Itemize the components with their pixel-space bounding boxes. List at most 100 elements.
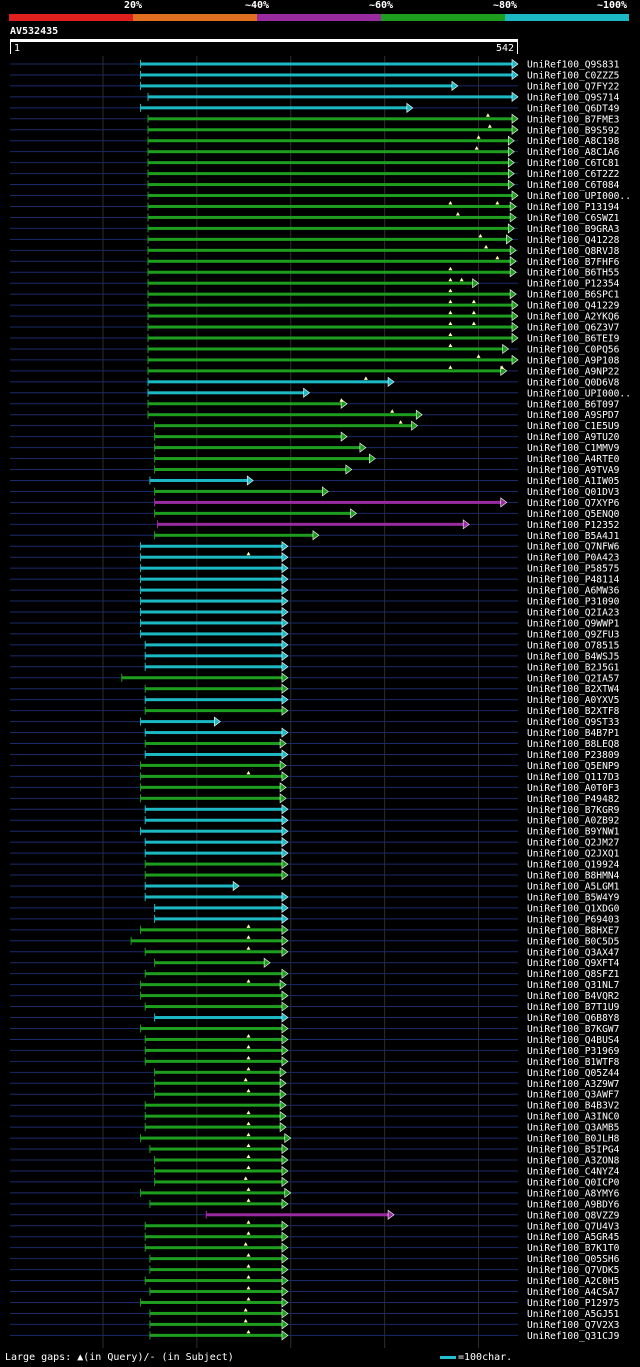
hit-label[interactable]: UniRef100_Q9WWP1 <box>527 618 620 629</box>
hit-bar[interactable] <box>148 248 512 252</box>
hit-label[interactable]: UniRef100_Q2JXQ1 <box>527 849 620 860</box>
hit-label[interactable]: UniRef100_B2J5G1 <box>527 662 620 673</box>
hit-bar[interactable] <box>145 742 282 746</box>
hit-bar[interactable] <box>154 435 343 439</box>
hit-bar[interactable] <box>140 983 282 987</box>
hit-label[interactable]: UniRef100_Q5ENQ0 <box>527 509 620 520</box>
hit-bar[interactable] <box>145 643 283 647</box>
hit-label[interactable]: UniRef100_B6SPC1 <box>527 290 620 301</box>
hit-bar[interactable] <box>145 1059 283 1063</box>
hit-bar[interactable] <box>154 457 371 461</box>
hit-bar[interactable] <box>145 884 235 888</box>
hit-label[interactable]: UniRef100_B9S592 <box>527 125 619 136</box>
hit-bar[interactable] <box>149 1147 283 1151</box>
hit-label[interactable]: UniRef100_Q7U4V3 <box>527 1221 620 1232</box>
hit-label[interactable]: UniRef100_Q7FY22 <box>527 81 619 92</box>
hit-label[interactable]: UniRef100_P31969 <box>527 1046 620 1057</box>
hit-label[interactable]: UniRef100_B8HMN4 <box>527 871 620 882</box>
hit-bar[interactable] <box>145 665 283 669</box>
hit-label[interactable]: UniRef100_B6T097 <box>527 399 620 410</box>
hit-bar[interactable] <box>148 139 510 143</box>
hit-label[interactable]: UniRef100_Q6Z3V7 <box>527 323 620 334</box>
hit-label[interactable]: UniRef100_B1WTF8 <box>527 1057 620 1068</box>
hit-label[interactable]: UniRef100_A4CSA7 <box>527 1287 620 1298</box>
hit-label[interactable]: UniRef100_Q31CJ9 <box>527 1331 620 1342</box>
hit-label[interactable]: UniRef100_P49482 <box>527 794 619 805</box>
hit-label[interactable]: UniRef100_B4VQR2 <box>527 991 619 1002</box>
hit-label[interactable]: UniRef100_C0PQ56 <box>527 344 620 355</box>
hit-bar[interactable] <box>148 303 513 307</box>
hit-bar[interactable] <box>140 774 283 778</box>
hit-bar[interactable] <box>148 314 513 318</box>
hit-label[interactable]: UniRef100_Q05SH6 <box>527 1254 620 1265</box>
hit-bar[interactable] <box>145 818 283 822</box>
hit-label[interactable]: UniRef100_A9P108 <box>527 355 620 366</box>
hit-label[interactable]: UniRef100_B7KGR9 <box>527 805 620 816</box>
hit-label[interactable]: UniRef100_Q19924 <box>527 860 620 871</box>
hit-label[interactable]: UniRef100_A8YMY6 <box>527 1188 620 1199</box>
hit-bar[interactable] <box>140 1026 283 1030</box>
hit-label[interactable]: UniRef100_A0T0F3 <box>527 783 620 794</box>
hit-label[interactable]: UniRef100_A3INC0 <box>527 1112 620 1123</box>
hit-bar[interactable] <box>148 172 510 176</box>
hit-bar[interactable] <box>145 895 283 899</box>
hit-label[interactable]: UniRef100_Q9S714 <box>527 92 620 103</box>
hit-label[interactable]: UniRef100_Q6B8Y8 <box>527 1013 620 1024</box>
hit-label[interactable]: UniRef100_A2C0H5 <box>527 1276 619 1287</box>
hit-label[interactable]: UniRef100_Q5ENP9 <box>527 761 620 772</box>
hit-bar[interactable] <box>154 468 347 472</box>
hit-bar[interactable] <box>154 424 413 428</box>
hit-bar[interactable] <box>154 489 324 493</box>
hit-label[interactable]: UniRef100_B4B7P1 <box>527 728 620 739</box>
hit-bar[interactable] <box>145 972 283 976</box>
hit-label[interactable]: UniRef100_Q3AWF7 <box>527 1090 620 1101</box>
hit-label[interactable]: UniRef100_Q6DT49 <box>527 103 620 114</box>
hit-label[interactable]: UniRef100_C1E5U9 <box>527 421 620 432</box>
hit-bar[interactable] <box>145 1048 283 1052</box>
hit-bar[interactable] <box>148 358 513 362</box>
hit-label[interactable]: UniRef100_B8HXE7 <box>527 925 620 936</box>
hit-bar[interactable] <box>140 84 453 88</box>
hit-bar[interactable] <box>148 204 512 208</box>
hit-bar[interactable] <box>148 215 512 219</box>
hit-bar[interactable] <box>140 544 283 548</box>
hit-label[interactable]: UniRef100_Q7NFW6 <box>527 542 620 553</box>
hit-label[interactable]: UniRef100_B4WSJ5 <box>527 651 619 662</box>
hit-bar[interactable] <box>148 117 513 121</box>
hit-bar[interactable] <box>140 610 283 614</box>
hit-label[interactable]: UniRef100_B7T1U9 <box>527 1002 620 1013</box>
hit-label[interactable]: UniRef100_Q9XFT4 <box>527 958 620 969</box>
hit-bar[interactable] <box>148 183 510 187</box>
hit-bar[interactable] <box>154 1180 283 1184</box>
hit-bar[interactable] <box>145 950 283 954</box>
hit-label[interactable]: UniRef100_A5GR45 <box>527 1232 619 1243</box>
hit-bar[interactable] <box>140 621 283 625</box>
hit-label[interactable]: UniRef100_A9NP22 <box>527 366 619 377</box>
hit-label[interactable]: UniRef100_Q3AMB5 <box>527 1123 619 1134</box>
hit-label[interactable]: UniRef100_P12352 <box>527 520 619 531</box>
hit-bar[interactable] <box>149 1333 283 1337</box>
hit-bar[interactable] <box>148 325 513 329</box>
hit-label[interactable]: UniRef100_B7K1T0 <box>527 1243 620 1254</box>
hit-bar[interactable] <box>145 1005 283 1009</box>
hit-label[interactable]: UniRef100_Q41228 <box>527 235 620 246</box>
hit-bar[interactable] <box>148 226 510 230</box>
hit-bar[interactable] <box>145 731 283 735</box>
hit-bar[interactable] <box>148 413 418 417</box>
hit-label[interactable]: UniRef100_Q9ST33 <box>527 717 620 728</box>
hit-bar[interactable] <box>148 150 510 154</box>
hit-label[interactable]: UniRef100_C4NYZ4 <box>527 1166 620 1177</box>
hit-label[interactable]: UniRef100_B9YNW1 <box>527 827 620 838</box>
hit-label[interactable]: UniRef100_B5W4Y9 <box>527 892 620 903</box>
hit-label[interactable]: UniRef100_P31090 <box>527 597 620 608</box>
hit-bar[interactable] <box>145 851 283 855</box>
hit-bar[interactable] <box>206 1213 390 1217</box>
hit-bar[interactable] <box>148 259 512 263</box>
hit-label[interactable]: UniRef100_Q2IA23 <box>527 608 620 619</box>
hit-label[interactable]: UniRef100_A3ZON8 <box>527 1156 620 1167</box>
hit-bar[interactable] <box>148 95 513 99</box>
hit-bar[interactable] <box>157 522 465 526</box>
hit-bar[interactable] <box>140 994 283 998</box>
hit-bar[interactable] <box>140 796 282 800</box>
hit-label[interactable]: UniRef100_Q9ZFU3 <box>527 629 620 640</box>
